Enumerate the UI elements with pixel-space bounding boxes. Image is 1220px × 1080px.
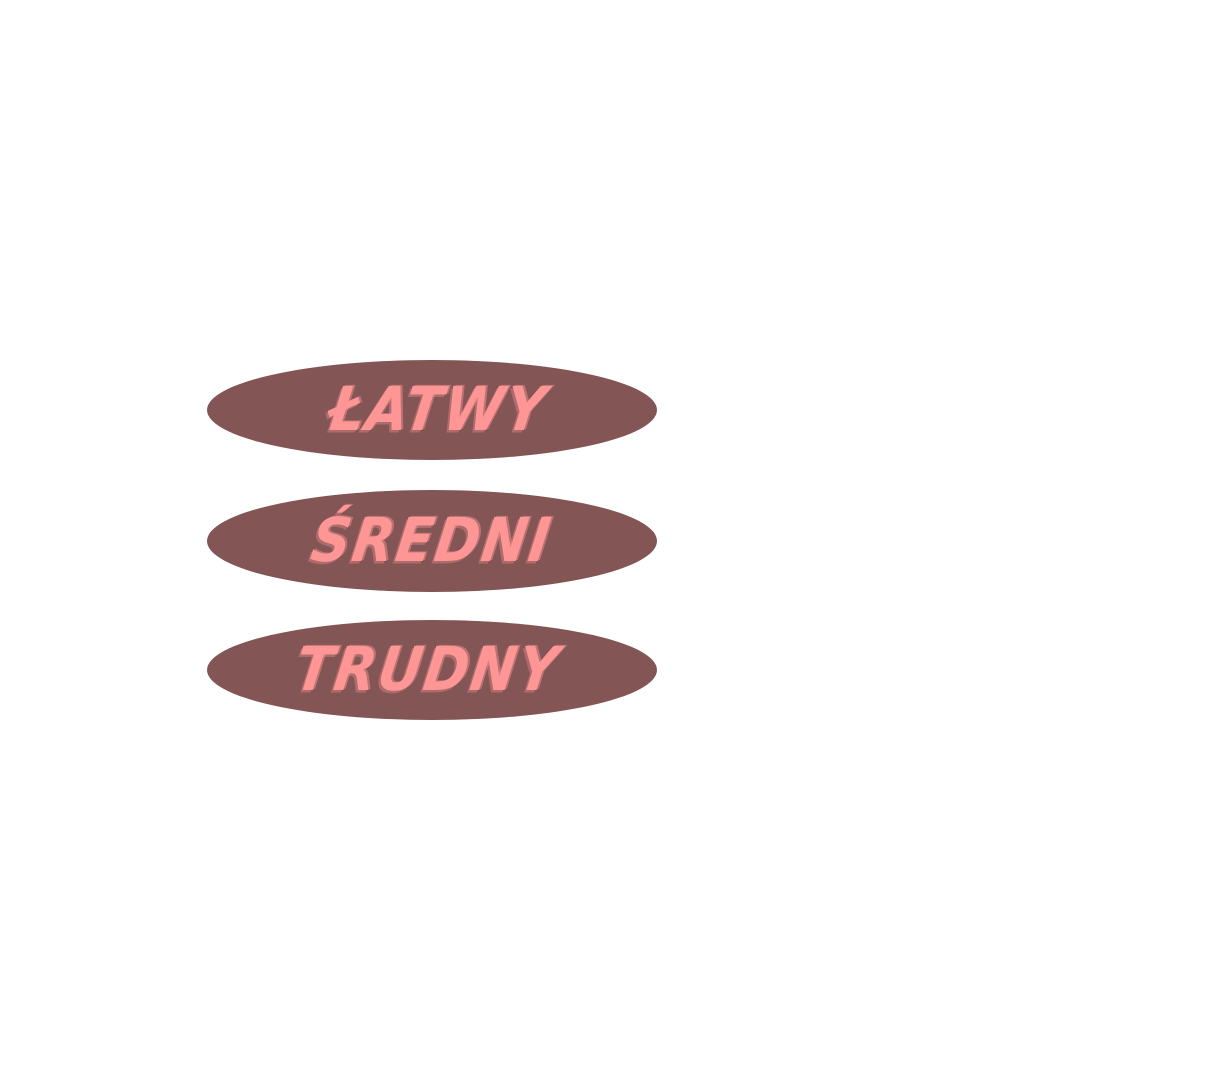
- easy-difficulty-button[interactable]: ŁATWY: [207, 360, 657, 460]
- medium-difficulty-label: ŚREDNI: [307, 505, 557, 576]
- easy-difficulty-label: ŁATWY: [324, 374, 552, 445]
- hard-difficulty-button[interactable]: TRUDNY: [207, 620, 657, 720]
- medium-difficulty-button[interactable]: ŚREDNI: [207, 490, 657, 592]
- hard-difficulty-label: TRUDNY: [291, 634, 565, 705]
